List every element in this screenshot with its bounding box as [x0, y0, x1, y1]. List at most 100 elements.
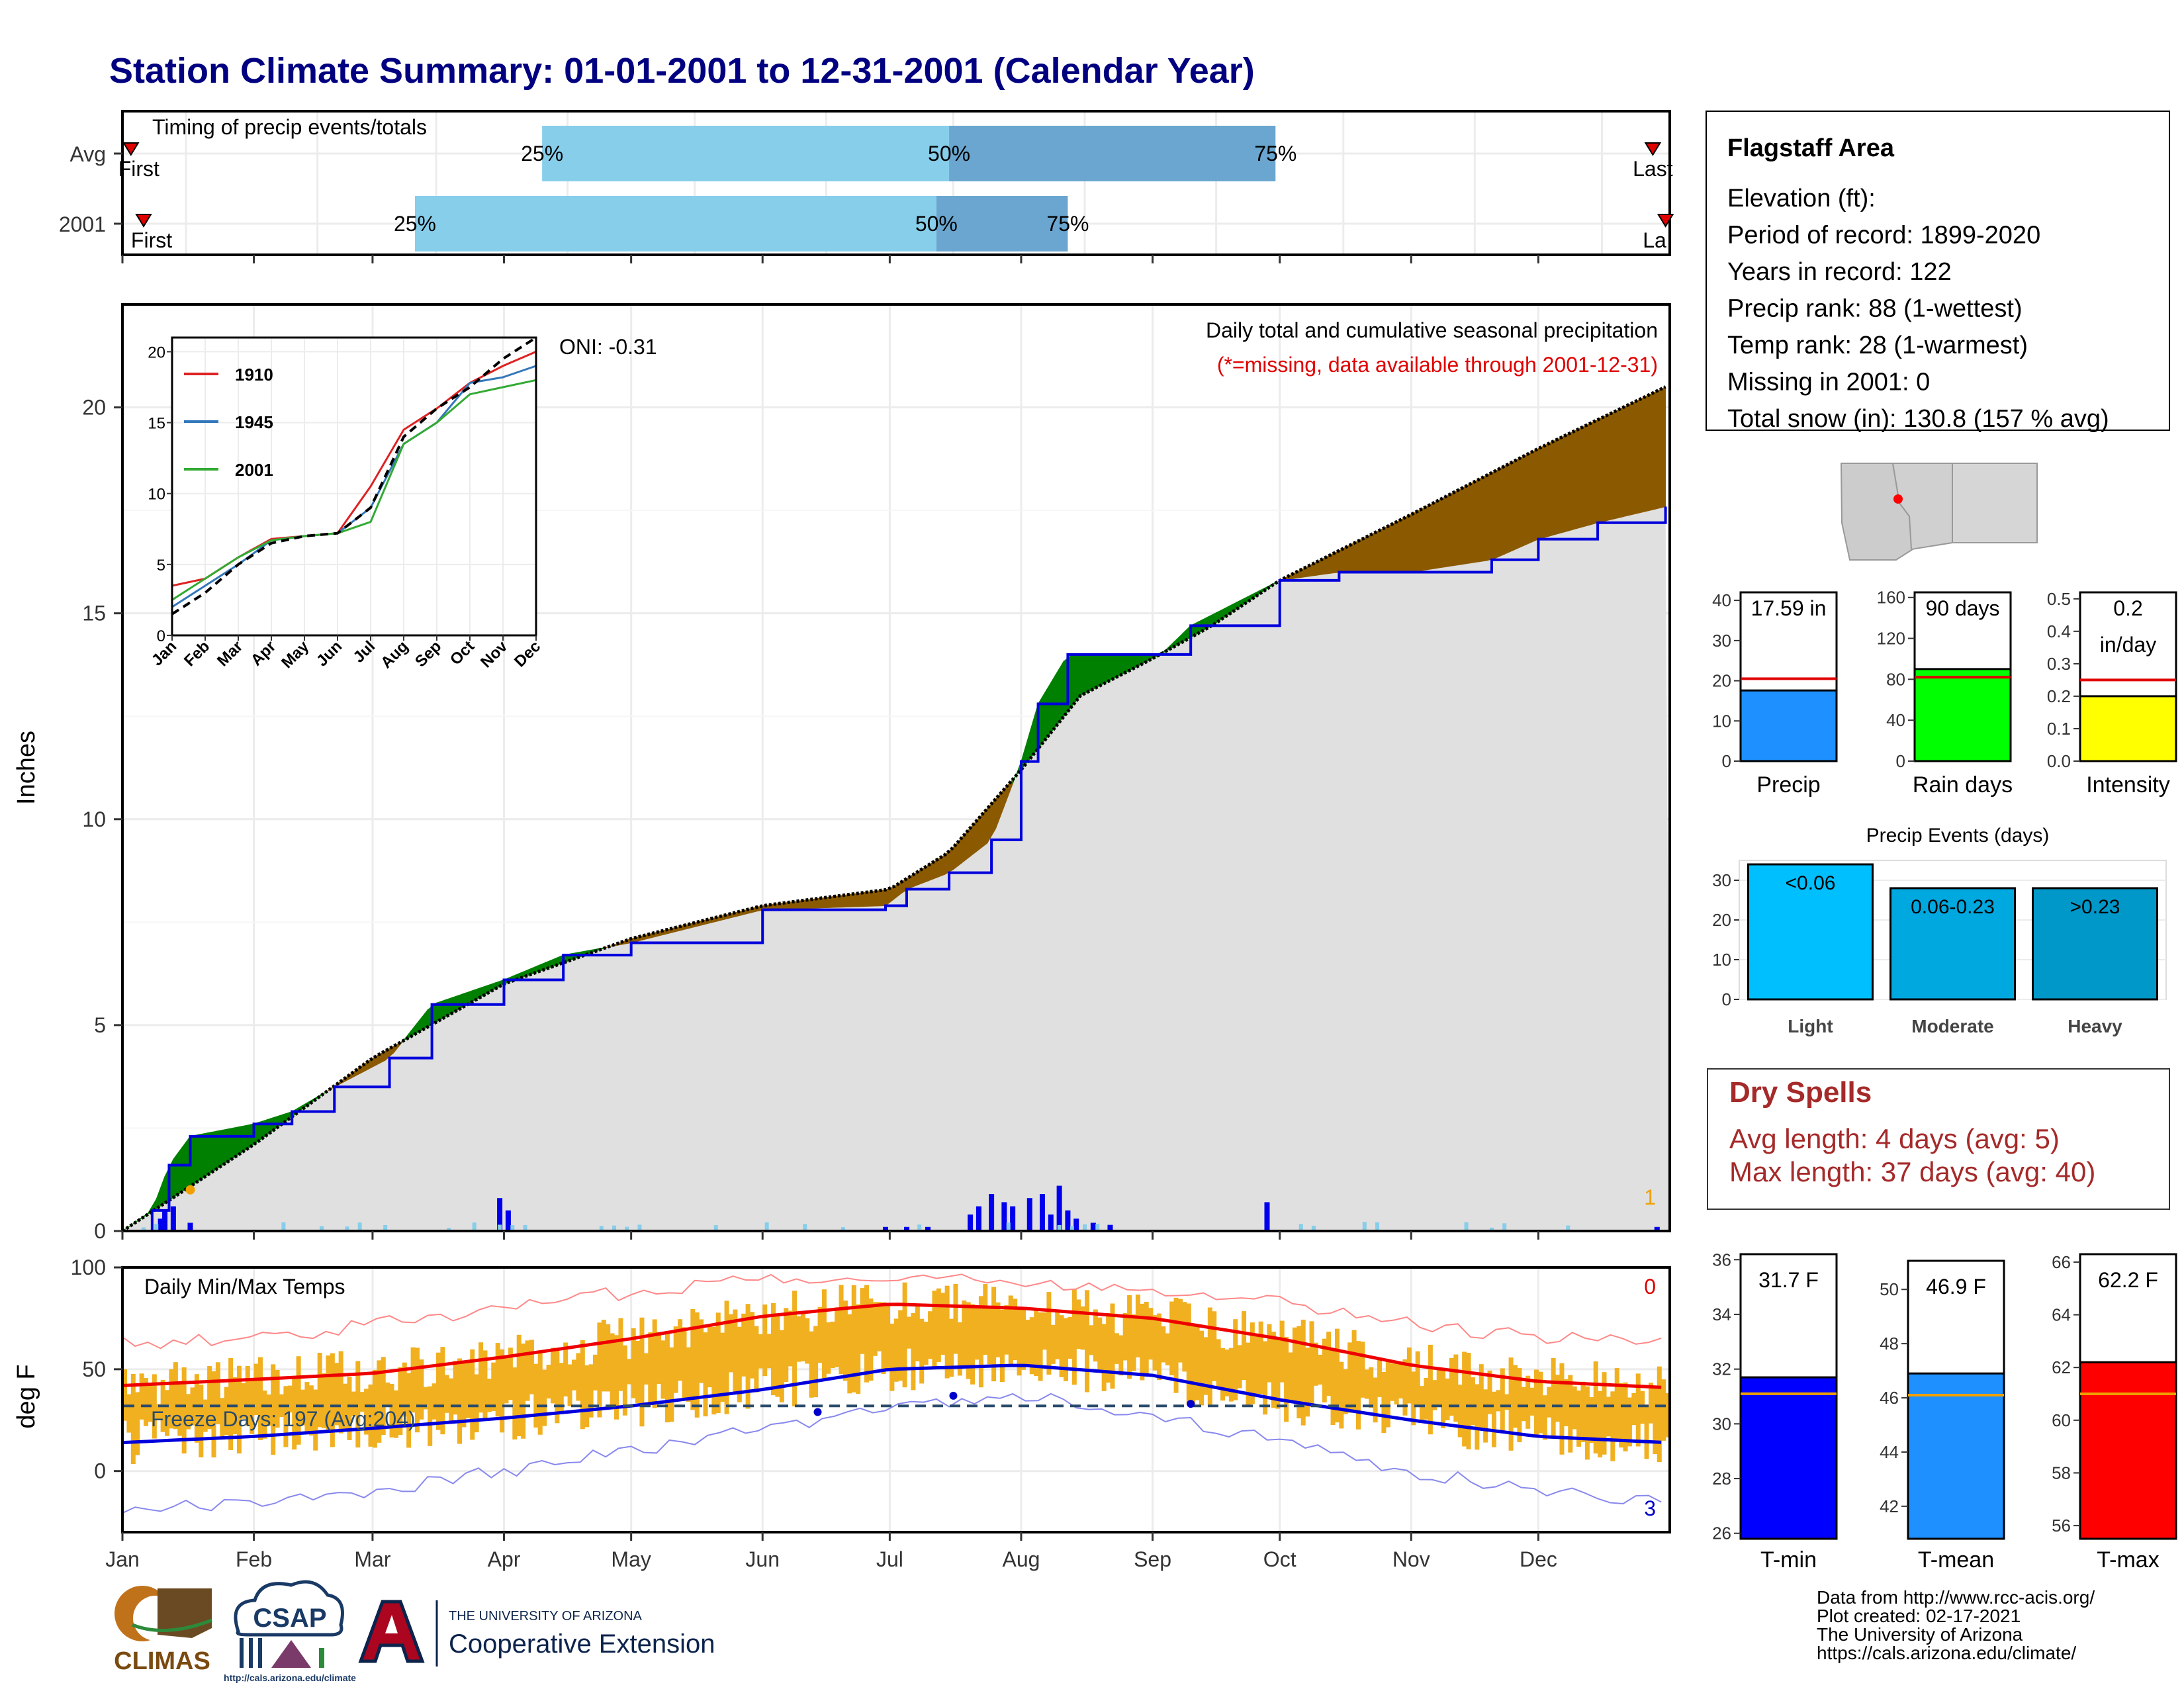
- daily-temp-range-bar: [766, 1334, 772, 1369]
- timing-label-75: 75%: [1046, 212, 1089, 236]
- temp-bar-tick-label: 46: [1880, 1388, 1899, 1408]
- daily-temp-range-bar: [1487, 1370, 1492, 1414]
- daily-precip-bar: [882, 1226, 888, 1231]
- mini-bar-tick-label: 0: [1896, 751, 1905, 771]
- daily-temp-range-bar: [1029, 1317, 1034, 1375]
- events-tick-label: 20: [1712, 910, 1731, 930]
- daily-temp-range-bar: [393, 1390, 398, 1438]
- temp-ytick-label: 0: [94, 1459, 106, 1483]
- trace-precip-bar: [841, 1227, 845, 1231]
- inset-ytick-label: 10: [148, 486, 165, 504]
- daily-temp-range-bar: [983, 1284, 988, 1355]
- daily-temp-range-bar: [1364, 1369, 1369, 1399]
- timing-bar-q1: [542, 126, 950, 181]
- daily-temp-range-bar: [1500, 1368, 1505, 1432]
- daily-temp-range-bar: [1635, 1373, 1641, 1447]
- dry-spells-avg: Avg length: 4 days (avg: 5): [1729, 1123, 2060, 1154]
- daily-temp-range-bar: [504, 1357, 509, 1404]
- daily-temp-range-bar: [317, 1352, 322, 1428]
- daily-temp-range-bar: [733, 1309, 738, 1393]
- daily-temp-range-bar: [152, 1374, 157, 1439]
- daily-temp-range-bar: [372, 1369, 377, 1448]
- daily-temp-range-bar: [678, 1319, 683, 1381]
- daily-temp-range-bar: [1050, 1324, 1056, 1364]
- mini-bar-charts: 17.59 in 0 10 20 30 40 Precip 90 days 0 40 80 120 16…: [1712, 588, 2177, 798]
- daily-temp-range-bar: [144, 1378, 149, 1426]
- station-name: Flagstaff Area: [1727, 134, 1895, 162]
- daily-temp-range-bar: [428, 1386, 433, 1446]
- daily-temp-range-bar: [1580, 1381, 1586, 1442]
- station-info-box: Flagstaff Area Elevation (ft): Period of …: [1706, 111, 2170, 433]
- daily-temp-range-bar: [1275, 1338, 1281, 1409]
- precip-daily-bars: [142, 1185, 1660, 1231]
- precip-ytick-label: 20: [82, 396, 106, 420]
- temp-panel-title: Daily Min/Max Temps: [144, 1275, 345, 1299]
- footer-line: Plot created: 02-17-2021: [1817, 1606, 2021, 1626]
- mini-bar-tick-label: 20: [1712, 671, 1731, 691]
- inset-lines: [171, 336, 537, 616]
- daily-temp-range-bar: [1242, 1311, 1247, 1380]
- daily-temp-range-bar: [974, 1308, 979, 1360]
- precip-below-normal-band: [1453, 487, 1463, 567]
- daily-temp-range-bar: [1343, 1369, 1348, 1414]
- daily-temp-range-bar: [207, 1366, 212, 1430]
- daily-temp-range-bar: [1475, 1384, 1480, 1450]
- trace-precip-bar: [599, 1226, 604, 1231]
- daily-temp-range-bar: [1279, 1320, 1285, 1383]
- daily-temp-range-bar: [1135, 1294, 1140, 1357]
- csap-logo-mountain: [271, 1640, 311, 1668]
- daily-temp-range-bar: [792, 1291, 797, 1406]
- precip-below-normal-band: [1419, 505, 1429, 572]
- daily-temp-range-bar: [864, 1285, 869, 1383]
- daily-temp-range-bar: [1106, 1312, 1111, 1383]
- daily-temp-range-bar: [486, 1379, 492, 1412]
- daily-temp-range-bar: [788, 1310, 793, 1367]
- events-bar-Light: [1747, 863, 1874, 1001]
- daily-temp-range-bar: [500, 1349, 505, 1433]
- daily-temp-range-bar: [1483, 1389, 1488, 1443]
- daily-temp-range-bar: [1224, 1349, 1230, 1396]
- daily-temp-range-bar: [728, 1314, 733, 1373]
- temp-bar-tick-label: 36: [1712, 1250, 1731, 1269]
- daily-temp-range-bar: [1250, 1322, 1255, 1404]
- daily-temp-range-bar: [1156, 1313, 1161, 1381]
- daily-temp-range-bar: [1220, 1348, 1226, 1401]
- daily-temp-range-bar: [1046, 1292, 1052, 1375]
- daily-temp-range-bar: [1568, 1375, 1573, 1453]
- daily-temp-range-bar: [1504, 1394, 1510, 1410]
- daily-temp-range-bar: [711, 1326, 717, 1415]
- daily-temp-range-bar: [1385, 1359, 1390, 1428]
- daily-temp-range-bar: [1055, 1309, 1060, 1359]
- trace-precip-bar: [1057, 1225, 1062, 1231]
- precip-below-normal-band: [1546, 439, 1556, 537]
- climas-logo-swoosh: [132, 1618, 212, 1633]
- daily-temp-range-bar: [1610, 1391, 1615, 1461]
- daily-temp-range-bar: [313, 1389, 318, 1451]
- daily-temp-range-bar: [224, 1387, 229, 1435]
- month-label: Dec: [1520, 1547, 1557, 1571]
- daily-temp-range-bar: [368, 1384, 373, 1447]
- first-event-label: First: [131, 228, 172, 252]
- precip-panel-frame: [121, 303, 1671, 1232]
- mini-bar-tick-label: 0.2: [2047, 686, 2071, 706]
- daily-temp-range-bar: [1191, 1324, 1196, 1404]
- inset-legend: 1910 1945 2001: [184, 365, 273, 480]
- daily-temp-range-bar: [593, 1354, 598, 1391]
- daily-temp-range-bar: [703, 1332, 708, 1417]
- daily-temp-range-bar: [796, 1316, 801, 1362]
- csap-logo-rain-1: [240, 1638, 244, 1668]
- daily-temp-range-bar: [999, 1309, 1005, 1383]
- temp-bar-tick-label: 56: [2052, 1516, 2071, 1535]
- daily-temp-range-bar: [664, 1331, 670, 1423]
- daily-temp-range-bar: [673, 1326, 678, 1393]
- daily-temp-range-bar: [156, 1404, 161, 1420]
- daily-temp-range-bar: [1097, 1317, 1103, 1372]
- daily-temp-range-bar: [1657, 1366, 1662, 1463]
- daily-temp-range-bar: [1140, 1303, 1145, 1381]
- daily-temp-range-bar: [1322, 1338, 1327, 1402]
- daily-temp-range-bar: [257, 1357, 263, 1440]
- daily-temp-range-bar: [351, 1391, 356, 1416]
- temp-bar-T-max: [2079, 1361, 2177, 1540]
- precip-below-normal-band: [1580, 423, 1590, 528]
- daily-temp-range-bar: [173, 1362, 178, 1430]
